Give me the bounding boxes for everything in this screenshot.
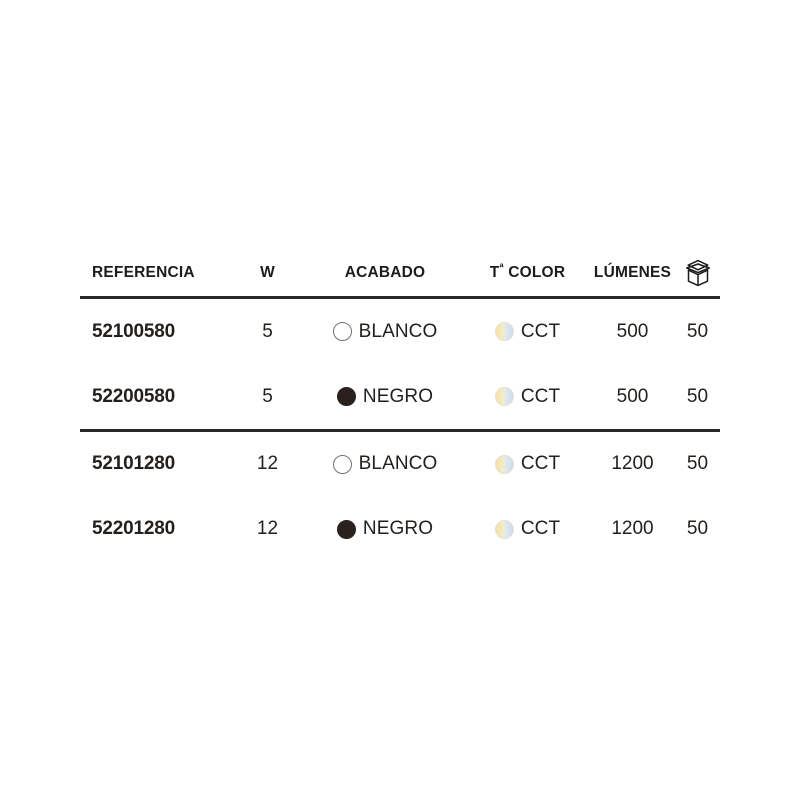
column-header-acabado: ACABADO: [344, 264, 426, 281]
cell-temperatura-color-label: CCT: [520, 518, 561, 539]
product-spec-table: REFERENCIA W ACABADO Tª COLOR LÚMENES: [80, 250, 720, 562]
cell-lumenes: 500: [616, 385, 649, 407]
cell-packaging: 50: [686, 518, 709, 539]
column-header-referencia: REFERENCIA: [92, 264, 195, 281]
cct-swatch-icon: [494, 387, 514, 406]
cct-swatch-icon: [494, 322, 514, 341]
group-divider: [80, 429, 720, 432]
cell-acabado: BLANCO: [305, 453, 465, 475]
column-header-temperatura-color-main: T: [489, 264, 500, 281]
column-header-temperatura-color: Tª COLOR: [465, 261, 590, 282]
cell-referencia: 52200580: [92, 385, 175, 407]
cell-acabado: NEGRO: [305, 518, 465, 540]
cell-referencia: 52101280: [92, 453, 175, 474]
table-row: 52200580 5 NEGRO CCT 500 50: [80, 364, 720, 429]
cell-watts: 5: [262, 385, 273, 407]
cell-acabado: BLANCO: [305, 321, 465, 343]
white-finish-swatch-icon: [332, 322, 352, 341]
open-box-icon: [675, 256, 720, 290]
cell-watts: 12: [256, 518, 279, 539]
cell-watts: 12: [256, 453, 279, 474]
cell-referencia: 52100580: [92, 320, 175, 342]
table-row: 52201280 12 NEGRO CCT 1200 50: [80, 497, 720, 562]
ordinal-indicator: ª: [499, 261, 504, 274]
cell-temperatura-color: CCT: [465, 453, 590, 475]
white-finish-swatch-icon: [332, 454, 352, 474]
cell-acabado: NEGRO: [305, 386, 465, 408]
cell-acabado-label: NEGRO: [362, 518, 434, 539]
cell-lumenes: 500: [616, 320, 649, 342]
column-header-temperatura-color-rest: COLOR: [503, 264, 566, 281]
cell-temperatura-color: CCT: [465, 386, 590, 408]
cell-packaging: 50: [686, 453, 709, 474]
cell-temperatura-color: CCT: [465, 518, 590, 540]
column-header-packaging: [675, 256, 720, 290]
cct-swatch-icon: [494, 519, 514, 539]
cell-lumenes: 1200: [611, 453, 654, 474]
cell-temperatura-color: CCT: [465, 321, 590, 343]
cct-swatch-icon: [494, 454, 514, 474]
header-divider: [80, 296, 720, 299]
table-header-row: REFERENCIA W ACABADO Tª COLOR LÚMENES: [80, 250, 720, 296]
black-finish-swatch-icon: [336, 519, 356, 539]
column-header-watts: W: [260, 264, 275, 281]
cell-lumenes: 1200: [611, 518, 654, 539]
black-finish-swatch-icon: [336, 387, 356, 406]
column-header-lumenes: LÚMENES: [593, 264, 672, 281]
cell-referencia: 52201280: [92, 518, 175, 539]
cell-packaging: 50: [686, 385, 709, 407]
cell-acabado-label: NEGRO: [362, 385, 434, 407]
cell-packaging: 50: [686, 320, 709, 342]
table-row: 52101280 12 BLANCO CCT 1200 50: [80, 432, 720, 497]
table-row: 52100580 5 BLANCO CCT 500 50: [80, 299, 720, 364]
cell-watts: 5: [262, 320, 273, 342]
cell-temperatura-color-label: CCT: [520, 385, 561, 407]
cell-temperatura-color-label: CCT: [520, 453, 561, 474]
cell-acabado-label: BLANCO: [358, 453, 438, 474]
cell-temperatura-color-label: CCT: [520, 320, 561, 342]
cell-acabado-label: BLANCO: [358, 320, 438, 342]
